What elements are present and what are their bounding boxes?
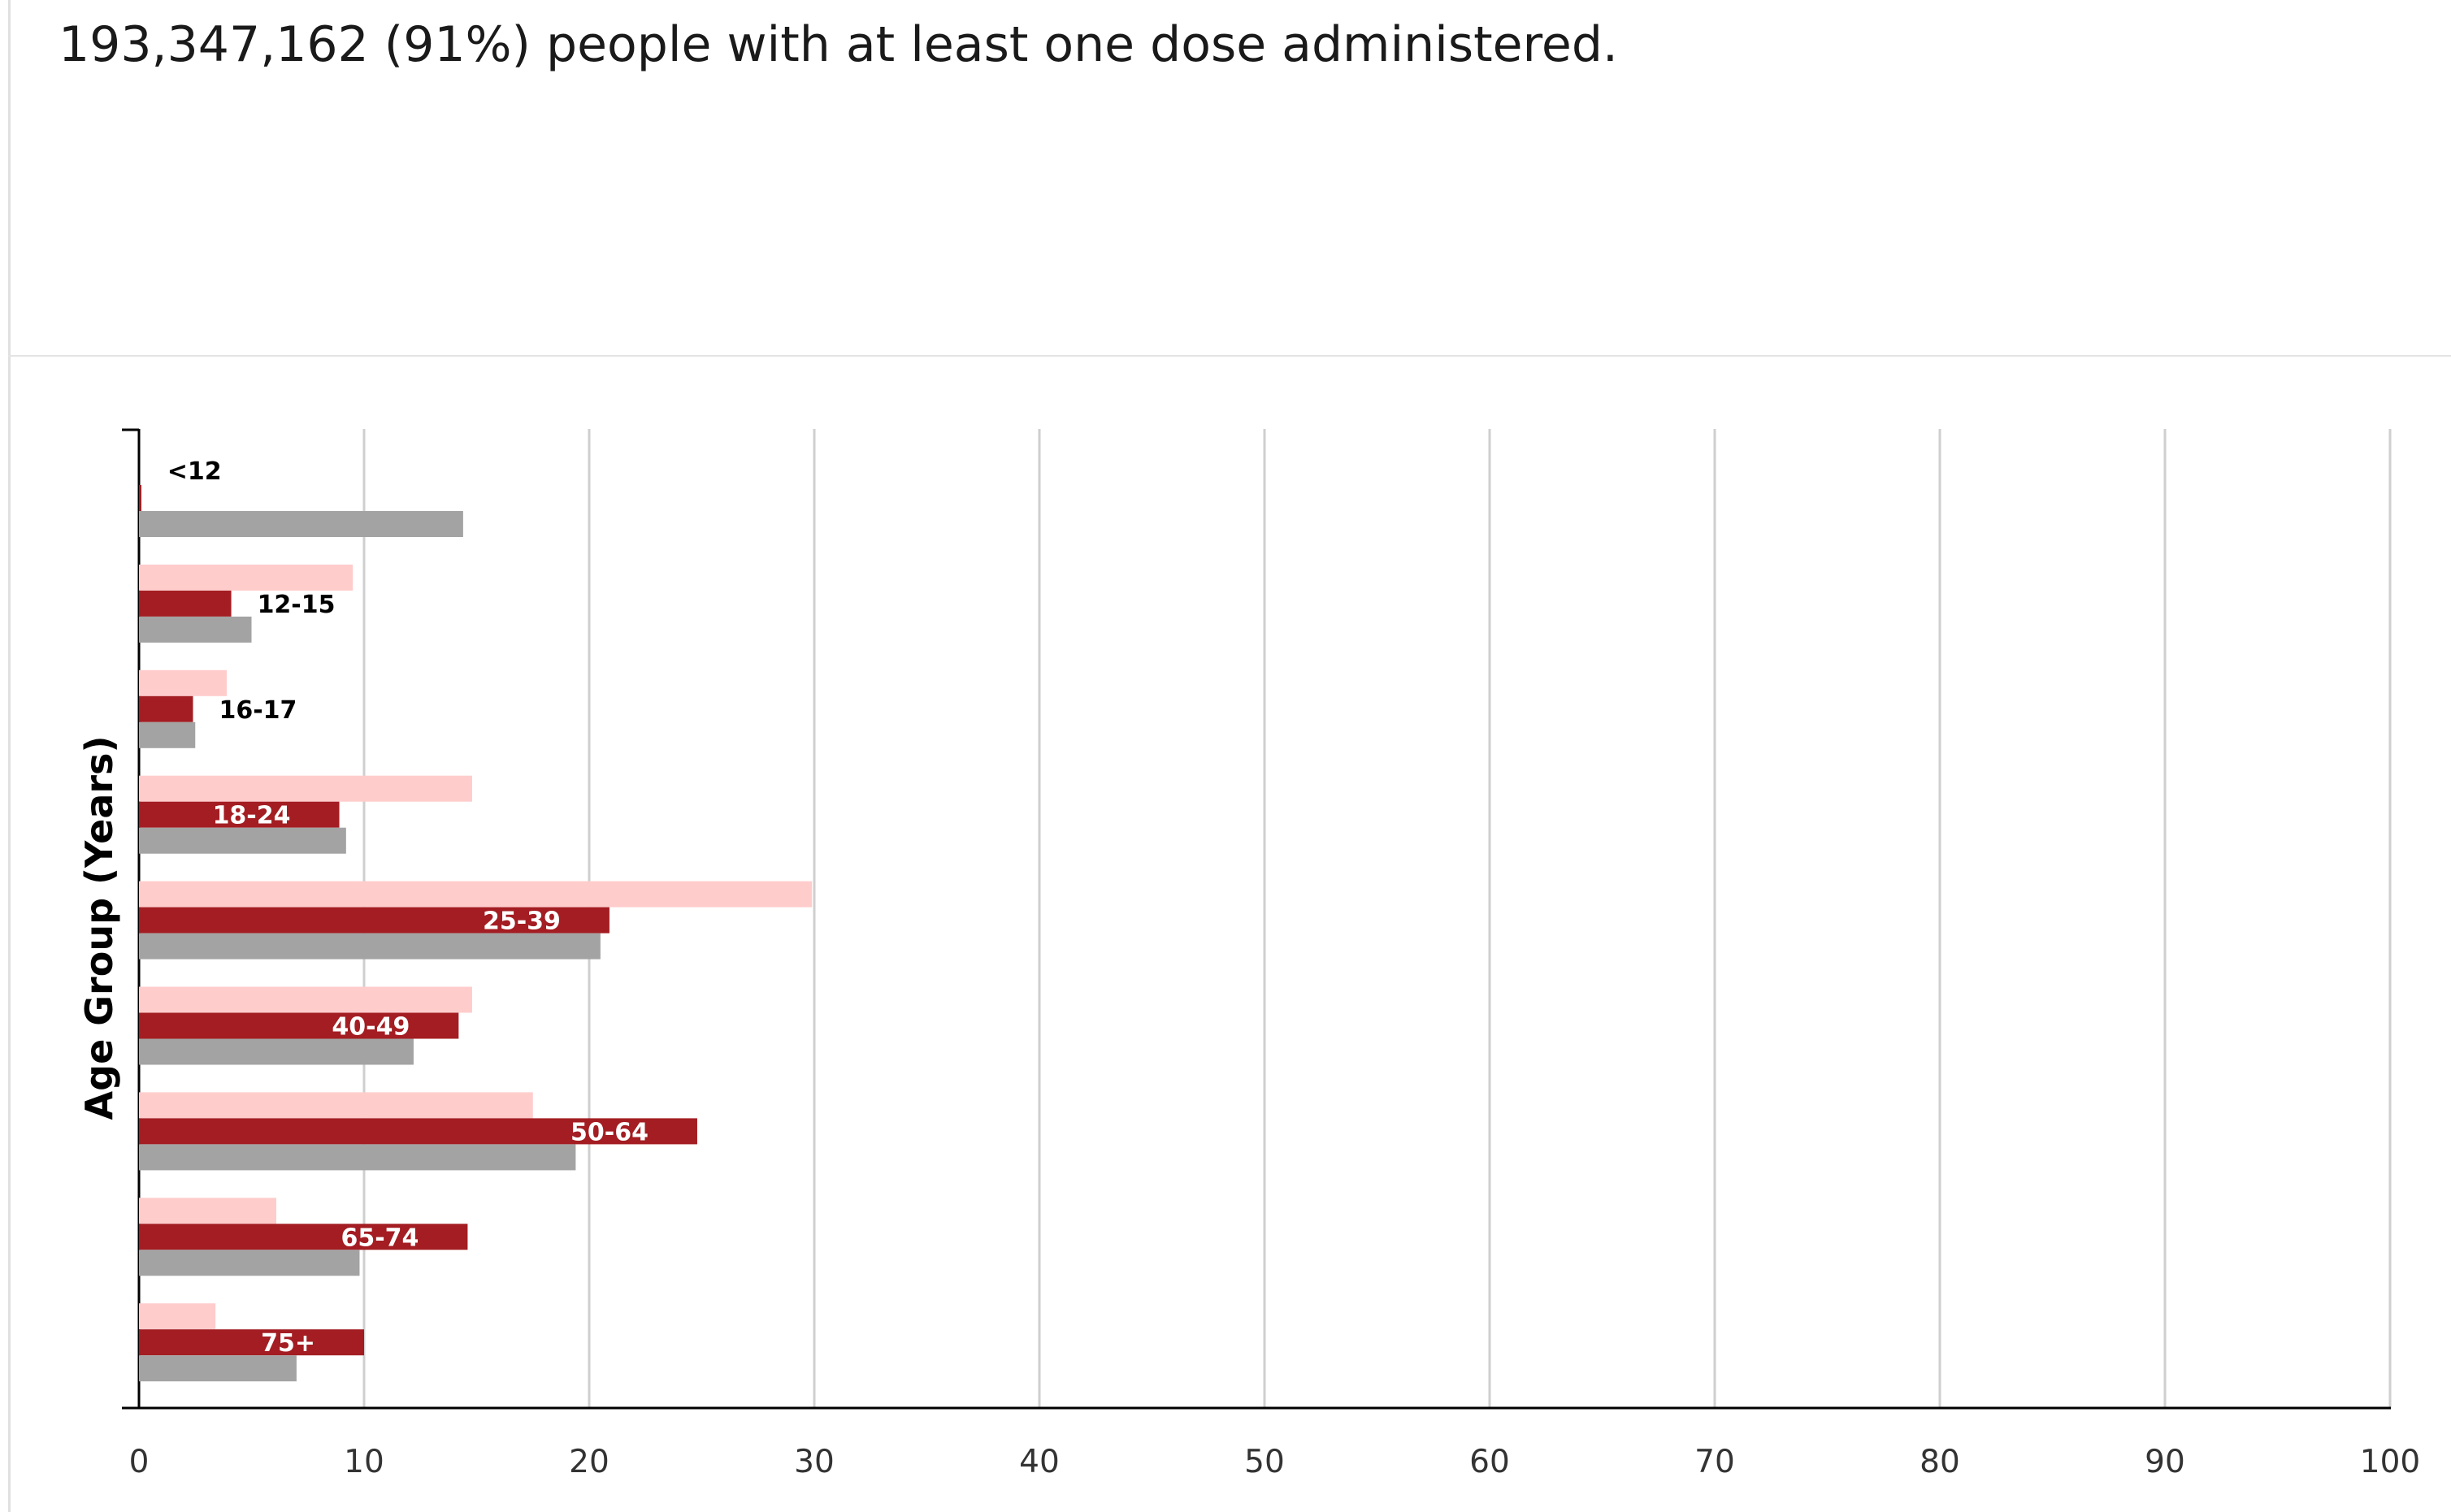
bar-1215-series-2	[139, 590, 232, 617]
chart-subtitle: Data from 210,381,099 people with at lea…	[59, 16, 1618, 73]
x-tick-label: 100	[2360, 1444, 2420, 1480]
category-label: 65-74	[341, 1224, 419, 1252]
category-label: 25-39	[483, 908, 561, 936]
bar-5064-series-1	[139, 1092, 533, 1119]
x-tick-label: 90	[2145, 1444, 2185, 1480]
bar-12-series-3	[139, 511, 463, 537]
bar-6574-series-3	[139, 1250, 360, 1276]
bar-6574-series-1	[139, 1198, 276, 1224]
x-tick-label: 0	[129, 1444, 150, 1480]
category-label: 12-15	[258, 591, 336, 619]
category-label: 18-24	[213, 802, 291, 830]
bar-1824-series-1	[139, 775, 472, 802]
bar-5064-series-3	[139, 1144, 576, 1171]
y-axis-label: Age Group (Years)	[77, 736, 121, 1120]
bar-5064-series-2	[139, 1118, 697, 1145]
x-tick-label: 40	[1019, 1444, 1060, 1480]
bar-6574-series-2	[139, 1224, 468, 1250]
category-label: 16-17	[219, 696, 297, 725]
category-label: 50-64	[570, 1118, 649, 1146]
bar-75-series-1	[139, 1303, 216, 1330]
bar-2539-series-2	[139, 907, 609, 934]
bar-1617-series-1	[139, 669, 228, 696]
bar-1215-series-1	[139, 564, 354, 591]
bar-1215-series-3	[139, 616, 252, 643]
category-label: <12	[167, 457, 222, 486]
x-tick-label: 10	[344, 1444, 384, 1480]
bar-4049-series-2	[139, 1012, 459, 1039]
x-tick-label: 20	[569, 1444, 609, 1480]
bar-4049-series-3	[139, 1038, 414, 1065]
bar-2539-series-3	[139, 933, 601, 960]
header-divider	[8, 355, 2451, 357]
bar-2539-series-1	[139, 881, 813, 908]
x-tick-label: 80	[1920, 1444, 1960, 1480]
x-tick-label: 30	[794, 1444, 835, 1480]
bar-1617-series-3	[139, 721, 196, 748]
category-label: 40-49	[332, 1013, 410, 1042]
bar-75-series-3	[139, 1355, 297, 1382]
x-tick-label: 60	[1469, 1444, 1510, 1480]
bar-4049-series-1	[139, 986, 472, 1013]
bar-1824-series-3	[139, 827, 346, 854]
category-label: 75+	[261, 1329, 315, 1358]
bar-1617-series-2	[139, 695, 193, 722]
x-tick-label: 50	[1244, 1444, 1285, 1480]
bar-12-series-2	[139, 485, 141, 511]
chart-panel	[8, 0, 2451, 1512]
bar-1824-series-2	[139, 801, 340, 828]
x-tick-label: 70	[1694, 1444, 1735, 1480]
bar-75-series-2	[139, 1329, 364, 1356]
